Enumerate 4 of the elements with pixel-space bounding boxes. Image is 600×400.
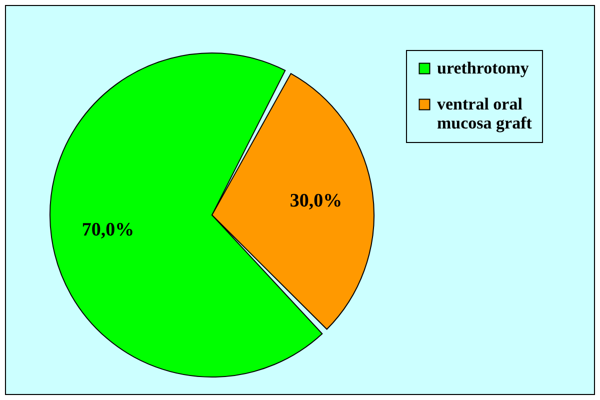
data-label: 30,0% [290, 190, 342, 212]
legend-label: ventral oral mucosa graft [437, 94, 532, 132]
data-label: 70,0% [82, 220, 134, 241]
legend-label: urethrotomy [437, 58, 530, 78]
